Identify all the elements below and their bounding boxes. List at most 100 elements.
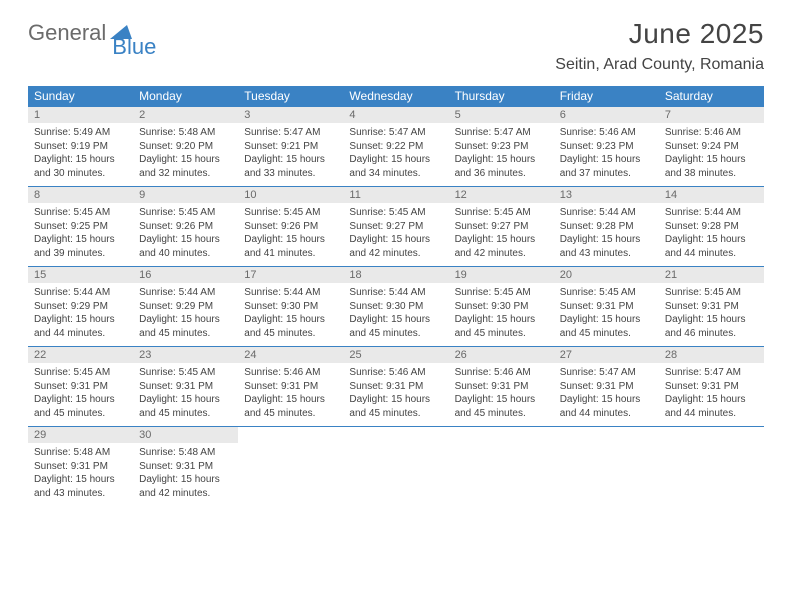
day-number: 8 [28,187,133,203]
day-cell: 20Sunrise: 5:45 AMSunset: 9:31 PMDayligh… [554,267,659,347]
day-cell: .. [659,427,764,507]
day-details: Sunrise: 5:47 AMSunset: 9:22 PMDaylight:… [343,123,448,186]
page-title: June 2025 [555,18,764,50]
day-number: 3 [238,107,343,123]
day-number: 22 [28,347,133,363]
day-details: Sunrise: 5:44 AMSunset: 9:28 PMDaylight:… [554,203,659,266]
day-cell: 16Sunrise: 5:44 AMSunset: 9:29 PMDayligh… [133,267,238,347]
day-details: Sunrise: 5:45 AMSunset: 9:31 PMDaylight:… [133,363,238,426]
day-number: 6 [554,107,659,123]
day-cell: .. [343,427,448,507]
day-number: 11 [343,187,448,203]
day-header-row: Sunday Monday Tuesday Wednesday Thursday… [28,86,764,107]
day-cell: 22Sunrise: 5:45 AMSunset: 9:31 PMDayligh… [28,347,133,427]
day-cell: 13Sunrise: 5:44 AMSunset: 9:28 PMDayligh… [554,187,659,267]
day-cell: 21Sunrise: 5:45 AMSunset: 9:31 PMDayligh… [659,267,764,347]
day-cell: 1Sunrise: 5:49 AMSunset: 9:19 PMDaylight… [28,107,133,187]
day-cell: 18Sunrise: 5:44 AMSunset: 9:30 PMDayligh… [343,267,448,347]
day-cell: 25Sunrise: 5:46 AMSunset: 9:31 PMDayligh… [343,347,448,427]
day-cell: 10Sunrise: 5:45 AMSunset: 9:26 PMDayligh… [238,187,343,267]
day-details: Sunrise: 5:45 AMSunset: 9:31 PMDaylight:… [28,363,133,426]
logo-text-blue: Blue [112,34,156,60]
day-cell: 12Sunrise: 5:45 AMSunset: 9:27 PMDayligh… [449,187,554,267]
day-details: Sunrise: 5:47 AMSunset: 9:21 PMDaylight:… [238,123,343,186]
day-details: Sunrise: 5:45 AMSunset: 9:25 PMDaylight:… [28,203,133,266]
day-cell: 15Sunrise: 5:44 AMSunset: 9:29 PMDayligh… [28,267,133,347]
day-cell: 30Sunrise: 5:48 AMSunset: 9:31 PMDayligh… [133,427,238,507]
day-details: Sunrise: 5:47 AMSunset: 9:31 PMDaylight:… [659,363,764,426]
day-cell: 2Sunrise: 5:48 AMSunset: 9:20 PMDaylight… [133,107,238,187]
day-number: 20 [554,267,659,283]
day-number: 10 [238,187,343,203]
dayhead-thu: Thursday [449,86,554,107]
logo: General Blue [28,20,178,46]
day-cell: 9Sunrise: 5:45 AMSunset: 9:26 PMDaylight… [133,187,238,267]
day-cell: 11Sunrise: 5:45 AMSunset: 9:27 PMDayligh… [343,187,448,267]
day-cell: 14Sunrise: 5:44 AMSunset: 9:28 PMDayligh… [659,187,764,267]
day-cell: 8Sunrise: 5:45 AMSunset: 9:25 PMDaylight… [28,187,133,267]
week-row: 29Sunrise: 5:48 AMSunset: 9:31 PMDayligh… [28,427,764,507]
dayhead-tue: Tuesday [238,86,343,107]
day-number: 13 [554,187,659,203]
day-cell: 4Sunrise: 5:47 AMSunset: 9:22 PMDaylight… [343,107,448,187]
title-block: June 2025 Seitin, Arad County, Romania [555,18,764,74]
day-number: 19 [449,267,554,283]
day-details: Sunrise: 5:45 AMSunset: 9:31 PMDaylight:… [659,283,764,346]
day-number: 26 [449,347,554,363]
day-number: 5 [449,107,554,123]
location-text: Seitin, Arad County, Romania [555,56,764,74]
day-details: Sunrise: 5:45 AMSunset: 9:30 PMDaylight:… [449,283,554,346]
day-number: 18 [343,267,448,283]
day-cell: 29Sunrise: 5:48 AMSunset: 9:31 PMDayligh… [28,427,133,507]
day-cell: 17Sunrise: 5:44 AMSunset: 9:30 PMDayligh… [238,267,343,347]
day-number: 27 [554,347,659,363]
day-number: 28 [659,347,764,363]
day-details: Sunrise: 5:48 AMSunset: 9:31 PMDaylight:… [133,443,238,506]
day-details: Sunrise: 5:45 AMSunset: 9:26 PMDaylight:… [133,203,238,266]
day-details: Sunrise: 5:48 AMSunset: 9:20 PMDaylight:… [133,123,238,186]
day-number: 24 [238,347,343,363]
day-number: 21 [659,267,764,283]
day-cell: 28Sunrise: 5:47 AMSunset: 9:31 PMDayligh… [659,347,764,427]
day-number: 16 [133,267,238,283]
day-number: 7 [659,107,764,123]
dayhead-wed: Wednesday [343,86,448,107]
day-number: 23 [133,347,238,363]
day-details: Sunrise: 5:44 AMSunset: 9:28 PMDaylight:… [659,203,764,266]
day-details: Sunrise: 5:47 AMSunset: 9:31 PMDaylight:… [554,363,659,426]
day-number: 1 [28,107,133,123]
logo-text-general: General [28,20,106,46]
day-number: 17 [238,267,343,283]
dayhead-mon: Monday [133,86,238,107]
day-details: Sunrise: 5:49 AMSunset: 9:19 PMDaylight:… [28,123,133,186]
day-number: 12 [449,187,554,203]
day-details: Sunrise: 5:45 AMSunset: 9:27 PMDaylight:… [343,203,448,266]
day-details: Sunrise: 5:46 AMSunset: 9:31 PMDaylight:… [238,363,343,426]
day-details: Sunrise: 5:46 AMSunset: 9:23 PMDaylight:… [554,123,659,186]
week-row: 8Sunrise: 5:45 AMSunset: 9:25 PMDaylight… [28,187,764,267]
day-cell: 26Sunrise: 5:46 AMSunset: 9:31 PMDayligh… [449,347,554,427]
dayhead-sun: Sunday [28,86,133,107]
day-details: Sunrise: 5:45 AMSunset: 9:27 PMDaylight:… [449,203,554,266]
day-number: 14 [659,187,764,203]
dayhead-fri: Friday [554,86,659,107]
day-cell: 19Sunrise: 5:45 AMSunset: 9:30 PMDayligh… [449,267,554,347]
week-row: 22Sunrise: 5:45 AMSunset: 9:31 PMDayligh… [28,347,764,427]
day-details: Sunrise: 5:47 AMSunset: 9:23 PMDaylight:… [449,123,554,186]
day-cell: 24Sunrise: 5:46 AMSunset: 9:31 PMDayligh… [238,347,343,427]
day-cell: .. [238,427,343,507]
day-number: 2 [133,107,238,123]
day-cell: 6Sunrise: 5:46 AMSunset: 9:23 PMDaylight… [554,107,659,187]
day-details: Sunrise: 5:45 AMSunset: 9:31 PMDaylight:… [554,283,659,346]
day-cell: .. [449,427,554,507]
day-cell: 7Sunrise: 5:46 AMSunset: 9:24 PMDaylight… [659,107,764,187]
day-details: Sunrise: 5:46 AMSunset: 9:31 PMDaylight:… [449,363,554,426]
day-cell: 5Sunrise: 5:47 AMSunset: 9:23 PMDaylight… [449,107,554,187]
day-cell: 27Sunrise: 5:47 AMSunset: 9:31 PMDayligh… [554,347,659,427]
day-number: 25 [343,347,448,363]
day-details: Sunrise: 5:44 AMSunset: 9:29 PMDaylight:… [28,283,133,346]
day-details: Sunrise: 5:44 AMSunset: 9:30 PMDaylight:… [343,283,448,346]
day-details: Sunrise: 5:45 AMSunset: 9:26 PMDaylight:… [238,203,343,266]
day-cell: 23Sunrise: 5:45 AMSunset: 9:31 PMDayligh… [133,347,238,427]
day-cell: .. [554,427,659,507]
